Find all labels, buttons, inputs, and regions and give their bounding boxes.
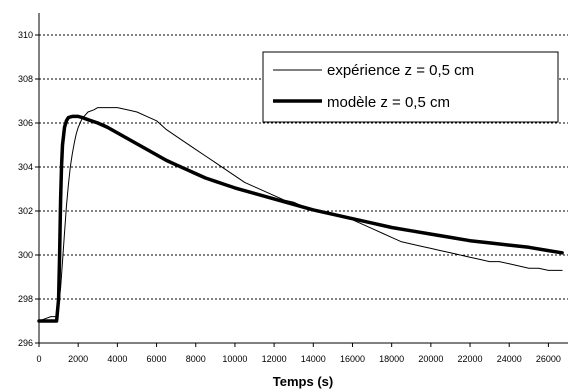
grid-lines bbox=[39, 34, 568, 344]
y-tick-label: 302 bbox=[18, 206, 33, 216]
x-tick-label: 12000 bbox=[262, 354, 287, 364]
y-tick-label: 306 bbox=[18, 118, 33, 128]
x-tick-label: 16000 bbox=[340, 354, 365, 364]
series-line-modele bbox=[37, 114, 564, 323]
x-tick-label: 0 bbox=[36, 354, 41, 364]
x-tick-label: 22000 bbox=[458, 354, 483, 364]
x-tick-label: 26000 bbox=[536, 354, 561, 364]
y-tick-label: 296 bbox=[18, 338, 33, 348]
y-tick-label: 300 bbox=[18, 250, 33, 260]
series-lines bbox=[37, 107, 564, 323]
legend: expérience z = 0,5 cm modèle z = 0,5 cm bbox=[262, 51, 559, 123]
x-tick-label: 6000 bbox=[147, 354, 167, 364]
axes bbox=[35, 13, 568, 347]
x-tick-labels: 0 2000 4000 6000 8000 10000 12000 14000 16000 180… bbox=[36, 354, 560, 364]
x-axis-title: Temps (s) bbox=[273, 374, 333, 389]
legend-box bbox=[262, 51, 559, 123]
y-tick-labels: 296 298 300 302 304 306 308 310 bbox=[18, 30, 33, 348]
x-tick-label: 24000 bbox=[497, 354, 522, 364]
x-tick-label: 14000 bbox=[301, 354, 326, 364]
y-tick-label: 298 bbox=[18, 294, 33, 304]
y-tick-label: 310 bbox=[18, 30, 33, 40]
x-tick-label: 4000 bbox=[107, 354, 127, 364]
y-tick-label: 304 bbox=[18, 162, 33, 172]
x-tick-label: 10000 bbox=[222, 354, 247, 364]
legend-label-experience: expérience z = 0,5 cm bbox=[327, 62, 474, 79]
x-tick-label: 2000 bbox=[68, 354, 88, 364]
legend-label-modele: modèle z = 0,5 cm bbox=[327, 94, 450, 111]
x-tick-label: 8000 bbox=[186, 354, 206, 364]
series-line-experience bbox=[38, 107, 563, 322]
x-tick-label: 18000 bbox=[379, 354, 404, 364]
x-tick-label: 20000 bbox=[418, 354, 443, 364]
y-tick-label: 308 bbox=[18, 74, 33, 84]
